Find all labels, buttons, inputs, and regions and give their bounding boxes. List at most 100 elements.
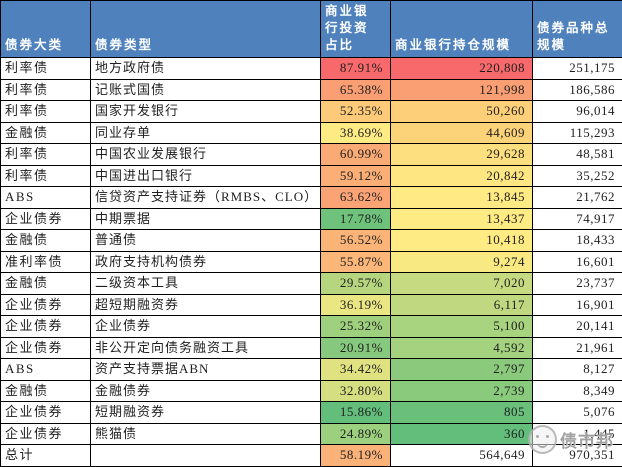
cell-type: 记账式国债 [90,78,321,101]
table-row: 金融债 金融债券 32.80% 2,739 8,349 [0,379,622,402]
cell-holding: 220,808 [390,57,533,80]
table-row: 金融债 二级资本工具 29.57% 7,020 23,737 [0,272,622,295]
cell-holding: 20,842 [390,164,533,187]
table-row: 企业债券 短期融资券 15.86% 805 5,076 [0,401,622,424]
table-row: ABS 资产支持票据ABN 34.42% 2,797 8,127 [0,358,622,381]
cell-type: 金融债券 [90,379,321,402]
cell-type: 企业债券 [90,315,321,338]
cell-pct: 56.52% [320,229,391,252]
cell-pct: 36.19% [320,293,391,316]
cell-total-scale: 8,349 [532,379,622,402]
table-row: 利率债 中国进出口银行 59.12% 20,842 35,252 [0,164,622,187]
cell-category: 企业债券 [0,336,91,359]
cell-type: 信贷资产支持证券（RMBS、CLO） [90,186,321,209]
cell-holding: 121,998 [390,78,533,101]
cell-pct: 65.38% [320,78,391,101]
cell-category: 利率债 [0,164,91,187]
table-row: 企业债券 非公开定向债务融资工具 20.91% 4,592 21,961 [0,336,622,359]
table-row: 企业债券 熊猫债 24.89% 360 1,445 [0,422,622,445]
cell-holding: 13,845 [390,186,533,209]
cell-category: 利率债 [0,143,91,166]
cell-total-scale: 96,014 [532,100,622,123]
table-row: 利率债 国家开发银行 52.35% 50,260 96,014 [0,100,622,123]
cell-total-scale: 970,351 [532,444,622,467]
cell-pct: 15.86% [320,401,391,424]
cell-pct: 59.12% [320,164,391,187]
cell-category: 企业债券 [0,401,91,424]
cell-type: 国家开发银行 [90,100,321,123]
cell-category: 总计 [0,444,91,467]
table-row: 企业债券 中期票据 17.78% 13,437 74,917 [0,207,622,230]
table-row-total: 总计 58.19% 564,649 970,351 [0,444,622,467]
cell-total-scale: 251,175 [532,57,622,80]
cell-type [90,444,321,467]
cell-type: 政府支持机构债券 [90,250,321,273]
cell-total-scale: 1,445 [532,422,622,445]
cell-category: 金融债 [0,379,91,402]
header-holding-scale: 商业银行持仓规模 [390,0,533,58]
cell-holding: 50,260 [390,100,533,123]
cell-type: 超短期融资券 [90,293,321,316]
cell-total-scale: 74,917 [532,207,622,230]
cell-holding: 7,020 [390,272,533,295]
cell-total-scale: 23,737 [532,272,622,295]
cell-pct: 32.80% [320,379,391,402]
cell-type: 中国进出口银行 [90,164,321,187]
cell-category: 利率债 [0,57,91,80]
cell-holding: 13,437 [390,207,533,230]
table-row: 企业债券 企业债券 25.32% 5,100 20,141 [0,315,622,338]
table-row: 金融债 同业存单 38.69% 44,609 115,293 [0,121,622,144]
cell-total-scale: 20,141 [532,315,622,338]
cell-total-scale: 48,581 [532,143,622,166]
header-bond-type: 债券类型 [90,0,321,58]
cell-type: 熊猫债 [90,422,321,445]
cell-type: 同业存单 [90,121,321,144]
cell-category: 金融债 [0,121,91,144]
cell-pct: 29.57% [320,272,391,295]
cell-pct: 34.42% [320,358,391,381]
cell-type: 普通债 [90,229,321,252]
cell-category: 金融债 [0,229,91,252]
cell-total-scale: 186,586 [532,78,622,101]
cell-total-scale: 16,601 [532,250,622,273]
table-row: 金融债 普通债 56.52% 10,418 18,433 [0,229,622,252]
header-investment-ratio: 商业银行投资占比 [320,0,391,58]
cell-pct: 63.62% [320,186,391,209]
table-body: 利率债 地方政府债 87.91% 220,808 251,175 利率债 记账式国债 65.3… [0,57,622,467]
cell-pct: 60.99% [320,143,391,166]
table-row: 准利率债 政府支持机构债券 55.87% 9,274 16,601 [0,250,622,273]
cell-total-scale: 21,762 [532,186,622,209]
cell-category: ABS [0,358,91,381]
header-bond-category: 债券大类 [0,0,91,58]
cell-holding: 4,592 [390,336,533,359]
cell-total-scale: 16,901 [532,293,622,316]
cell-pct: 52.35% [320,100,391,123]
cell-pct: 20.91% [320,336,391,359]
header-row: 债券大类 债券类型 商业银行投资占比 商业银行持仓规模 债券品种总规模 [0,0,622,58]
table-row: 利率债 地方政府债 87.91% 220,808 251,175 [0,57,622,80]
cell-type: 非公开定向债务融资工具 [90,336,321,359]
cell-pct: 17.78% [320,207,391,230]
cell-type: 中期票据 [90,207,321,230]
cell-holding: 2,739 [390,379,533,402]
cell-holding: 805 [390,401,533,424]
cell-type: 资产支持票据ABN [90,358,321,381]
cell-total-scale: 21,961 [532,336,622,359]
cell-total-scale: 115,293 [532,121,622,144]
cell-holding: 5,100 [390,315,533,338]
table-row: ABS 信贷资产支持证券（RMBS、CLO） 63.62% 13,845 21,762 [0,186,622,209]
cell-pct: 25.32% [320,315,391,338]
cell-pct: 87.91% [320,57,391,80]
cell-holding: 44,609 [390,121,533,144]
cell-category: 企业债券 [0,293,91,316]
cell-type: 二级资本工具 [90,272,321,295]
table-row: 利率债 中国农业发展银行 60.99% 29,628 48,581 [0,143,622,166]
cell-holding: 6,117 [390,293,533,316]
cell-holding: 564,649 [390,444,533,467]
table-header: 债券大类 债券类型 商业银行投资占比 商业银行持仓规模 债券品种总规模 [0,0,622,58]
cell-category: 准利率债 [0,250,91,273]
cell-type: 短期融资券 [90,401,321,424]
cell-category: 企业债券 [0,315,91,338]
